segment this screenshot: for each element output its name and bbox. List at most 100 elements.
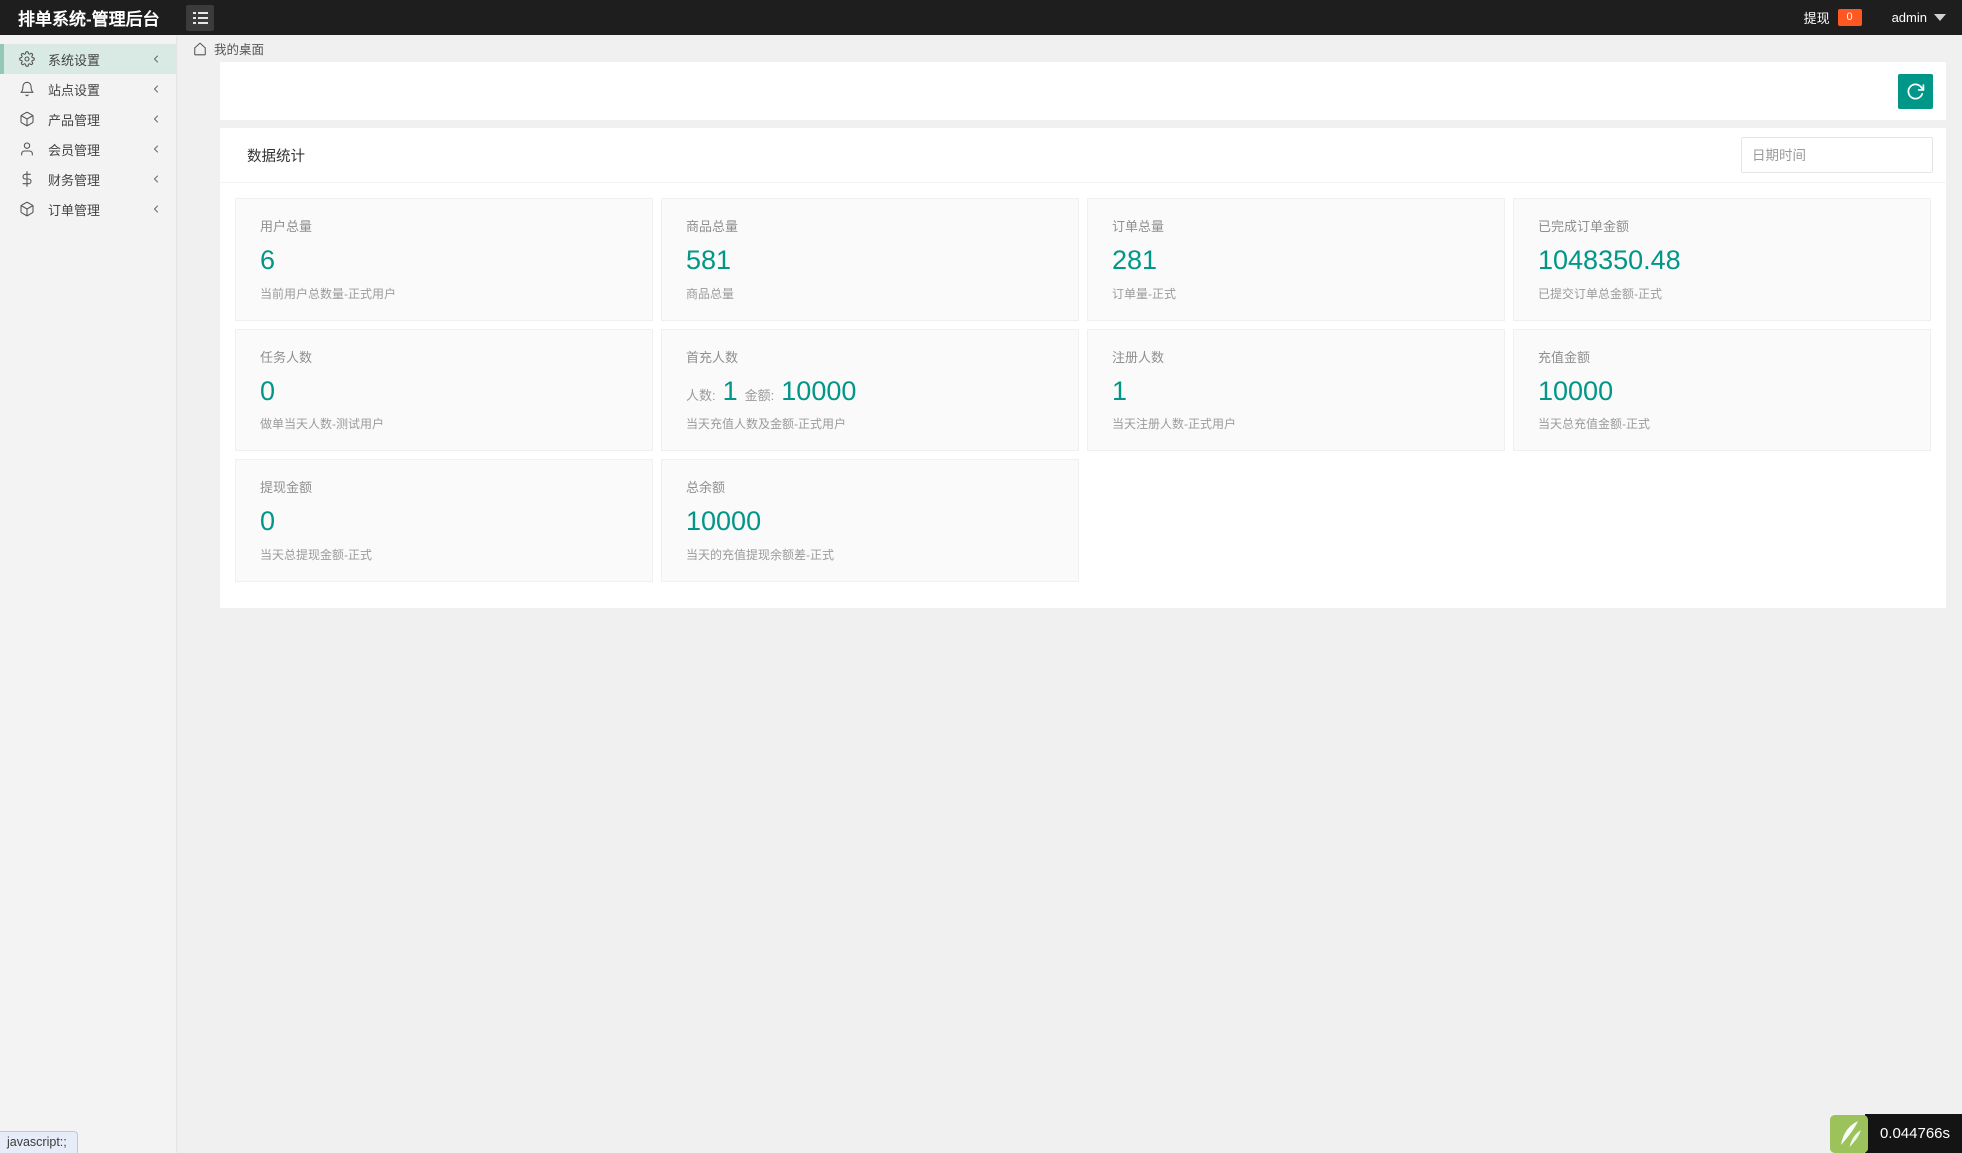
menu-toggle-button[interactable] <box>186 4 214 31</box>
stat-card-value-row: 281 <box>1112 245 1480 276</box>
chevron-left-icon <box>150 203 162 215</box>
trace-widget: 0.044766s <box>1830 1114 1962 1153</box>
header-right: 提现 0 admin <box>1804 8 1962 27</box>
stat-card-title: 用户总量 <box>260 219 313 234</box>
stat-card-desc: 已提交订单总金额-正式 <box>1538 286 1662 301</box>
stat-card-value-row: 0 <box>260 507 628 537</box>
stat-card-value-row: 1 <box>1112 375 1480 407</box>
stat-card-title: 首充人数 <box>686 349 739 365</box>
toolbar <box>220 62 1946 120</box>
stat-card: 已完成订单金额 1048350.48 已提交订单总金额-正式 <box>1513 198 1931 321</box>
stat-card-desc: 当天充值人数及金额-正式用户 <box>686 417 846 432</box>
stat-card-title: 商品总量 <box>686 219 739 234</box>
panel-title: 数据统计 <box>247 148 305 165</box>
stat-card-title: 任务人数 <box>260 349 313 365</box>
sidebar-item-label: 产品管理 <box>48 112 101 128</box>
home-icon <box>193 42 207 56</box>
stat-card: 任务人数 0 做单当天人数-测试用户 <box>235 328 653 452</box>
stat-card-value: 0 <box>260 506 276 537</box>
hamburger-icon <box>192 11 208 14</box>
user-icon <box>19 141 35 157</box>
stat-card: 总余额 10000 当天的充值提现余额差-正式 <box>661 459 1079 583</box>
stat-card-desc: 订单量-正式 <box>1112 286 1176 301</box>
sidebar-item-member-management[interactable]: 会员管理 <box>0 134 176 164</box>
stat-card: 注册人数 1 当天注册人数-正式用户 <box>1087 328 1505 452</box>
stats-panel-header: 数据统计 <box>220 128 1946 183</box>
user-menu[interactable]: admin <box>1892 10 1946 25</box>
stat-card-value: 10000 <box>781 375 857 406</box>
sidebar-item-label: 会员管理 <box>48 142 101 158</box>
breadcrumb[interactable]: 我的桌面 <box>176 35 1962 62</box>
refresh-icon <box>1906 82 1925 101</box>
stat-card-title: 已完成订单金额 <box>1538 219 1630 234</box>
sidebar-item-label: 站点设置 <box>48 82 101 98</box>
stat-card: 商品总量 581 商品总量 <box>661 198 1079 321</box>
stat-card-value: 0 <box>260 375 276 406</box>
cube-icon <box>19 111 35 127</box>
stat-card-title: 总余额 <box>686 480 726 496</box>
sidebar-item-product-management[interactable]: 产品管理 <box>0 104 176 134</box>
chevron-left-icon <box>150 113 162 125</box>
thinkphp-logo-icon[interactable] <box>1830 1115 1868 1153</box>
page-body: 数据统计 用户总量 6 当前用户总数量-正式用户 商品总量 581 商品总量 订单总量 281… <box>176 62 1962 609</box>
stat-card-value: 1048350.48 <box>1538 245 1681 275</box>
refresh-button[interactable] <box>1898 73 1933 109</box>
withdraw-label: 提现 <box>1803 11 1830 26</box>
stat-card: 充值金额 10000 当天总充值金额-正式 <box>1513 328 1931 452</box>
stat-card-desc: 当天注册人数-正式用户 <box>1112 417 1236 432</box>
breadcrumb-label: 我的桌面 <box>214 43 265 57</box>
stat-card-value: 10000 <box>1538 375 1614 406</box>
stat-card-desc: 当天的充值提现余额差-正式 <box>686 548 834 563</box>
sidebar: 系统设置站点设置产品管理会员管理财务管理订单管理 <box>0 35 176 1153</box>
stat-card-desc: 当天总充值金额-正式 <box>1538 417 1650 432</box>
stats-panel: 数据统计 用户总量 6 当前用户总数量-正式用户 商品总量 581 商品总量 订单总量 281… <box>220 128 1946 609</box>
chevron-left-icon <box>150 53 162 65</box>
sidebar-item-site-settings[interactable]: 站点设置 <box>0 74 176 104</box>
stat-card-value: 1 <box>1112 375 1128 406</box>
dollar-icon <box>19 171 35 187</box>
gear-icon <box>19 51 35 67</box>
chevron-left-icon <box>150 143 162 155</box>
main-content: 我的桌面 数据统计 用户总量6当前用户总数量-正式用户商品总量581商品总量订单… <box>176 35 1962 1153</box>
stat-card-value: 281 <box>1112 245 1158 275</box>
chevron-left-icon <box>150 173 162 185</box>
cube-icon <box>19 201 35 217</box>
stat-card-value: 10000 <box>686 506 762 537</box>
stat-card-desc: 当前用户总数量-正式用户 <box>260 286 396 301</box>
withdraw-badge: 0 <box>1837 9 1862 26</box>
stat-card-value-row: 10000 <box>1538 375 1906 407</box>
stat-card: 用户总量 6 当前用户总数量-正式用户 <box>235 198 653 321</box>
withdraw-link[interactable]: 提现 0 <box>1804 8 1862 27</box>
stat-card-value-row: 10000 <box>686 507 1054 537</box>
stat-card-desc: 做单当天人数-测试用户 <box>260 417 384 432</box>
stat-part-label: 人数: <box>686 387 716 403</box>
stat-card-value: 581 <box>686 245 732 275</box>
sidebar-item-finance-management[interactable]: 财务管理 <box>0 164 176 194</box>
stat-card-value-row: 6 <box>260 245 628 276</box>
sidebar-item-system-settings[interactable]: 系统设置 <box>0 44 176 74</box>
stat-card-title: 订单总量 <box>1112 219 1165 234</box>
link-preview-statusbar: javascript:; <box>0 1131 78 1153</box>
stat-card-value-row: 0 <box>260 375 628 407</box>
stat-card: 首充人数人数: 1 金额: 10000 当天充值人数及金额-正式用户 <box>661 328 1079 452</box>
stat-card-title: 充值金额 <box>1538 349 1591 365</box>
stat-card-desc: 当天总提现金额-正式 <box>260 548 372 563</box>
stat-card-title: 注册人数 <box>1112 349 1165 365</box>
page-load-time: 0.044766s <box>1865 1114 1962 1153</box>
stat-card-desc: 商品总量 <box>686 286 735 301</box>
sidebar-item-label: 财务管理 <box>48 172 101 188</box>
app-header: 排单系统-管理后台 提现 0 admin <box>0 0 1962 35</box>
stat-card: 提现金额 0 当天总提现金额-正式 <box>235 459 653 583</box>
stats-cards-grid: 用户总量 6 当前用户总数量-正式用户 商品总量 581 商品总量 订单总量 281 订单量-正… <box>220 183 1946 608</box>
chevron-left-icon <box>150 83 162 95</box>
sidebar-item-order-management[interactable]: 订单管理 <box>0 194 176 224</box>
username: admin <box>1891 10 1927 25</box>
stat-card-value-row: 人数: 1 金额: 10000 <box>686 375 1054 407</box>
stat-card-value: 1 <box>722 375 738 406</box>
sidebar-item-label: 订单管理 <box>48 202 101 218</box>
stat-card-title: 提现金额 <box>260 480 313 496</box>
stat-card-value-row: 1048350.48 <box>1538 245 1906 276</box>
date-input[interactable] <box>1741 137 1933 173</box>
stat-part-label: 金额: <box>744 387 775 403</box>
